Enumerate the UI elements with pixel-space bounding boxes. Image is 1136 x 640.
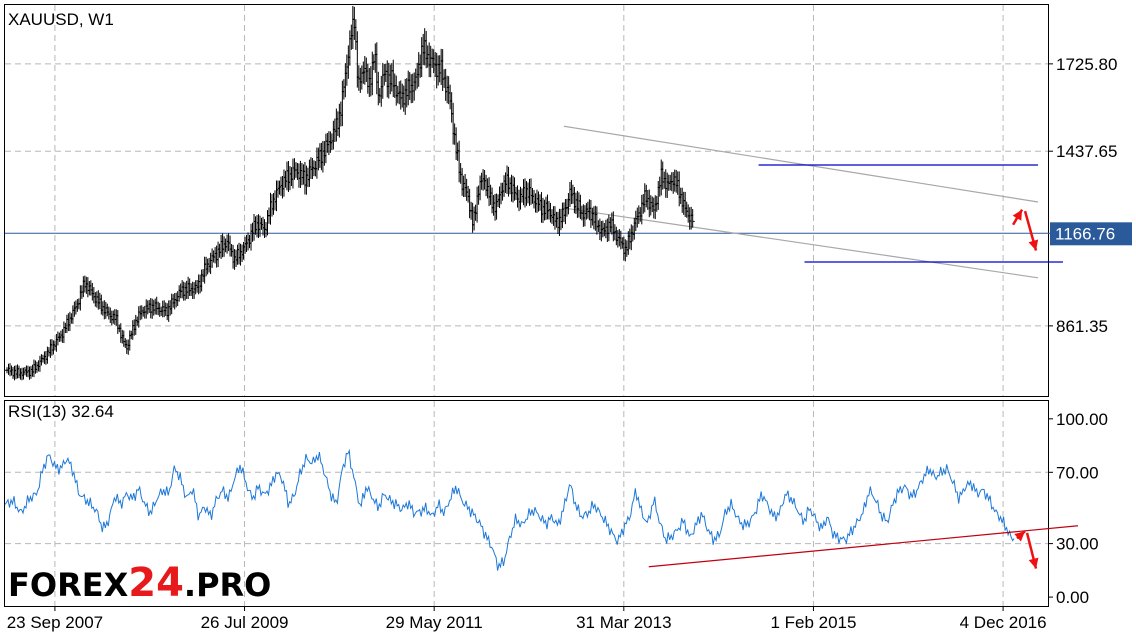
rsi-tick-label: 100.00 [1056,410,1108,429]
grid-lines [5,5,1048,606]
price-forecast-arrow-head [1028,239,1039,251]
price-tick-label: 1725.80 [1056,55,1117,74]
rsi-tick-label: 0.00 [1056,588,1089,607]
x-tick-label: 4 Dec 2016 [960,613,1047,632]
upper-channel-line [563,125,1039,203]
watermark-part2: 24 [128,560,184,606]
watermark-part3: .PRO [184,566,271,604]
x-tick-label: 29 May 2011 [386,613,483,632]
forecast-arrows [1011,208,1039,569]
x-tick-label: 23 Sep 2007 [7,613,103,632]
channel-lines [5,125,1063,279]
lower-channel-line [563,207,1039,279]
rsi-panel-frame [4,400,1049,607]
current-price-label: 1166.76 [1055,224,1115,243]
x-tick-label: 31 Mar 2013 [576,613,671,632]
forex24-watermark: FOREX24.PRO [8,560,271,606]
price-forecast-arrow-head [1012,209,1023,221]
price-chart-title: XAUUSD, W1 [8,10,114,29]
x-tick-label: 1 Feb 2015 [770,613,856,632]
rsi-forecast-arrow-head [1028,557,1039,569]
rsi-tick-label: 70.00 [1056,463,1099,482]
axis-labels: 23 Sep 2007 26 Jul 2009 29 May 2011 31 Mar … [7,55,1118,632]
current-price-tag [1050,222,1132,246]
price-tick-label: 861.35 [1056,317,1108,336]
rsi-trend-line [648,525,1078,568]
rsi-indicator-title: RSI(13) 32.64 [8,402,114,421]
rsi-forecast-arrow-head [1014,531,1026,542]
watermark-part1: FOREX [8,566,129,604]
price-panel-frame [4,4,1049,397]
price-bars [5,5,695,381]
rsi-tick-label: 30.00 [1056,535,1099,554]
rsi-line [4,448,1015,571]
price-tick-label: 1437.65 [1056,142,1117,161]
x-tick-label: 26 Jul 2009 [201,613,289,632]
rsi-series [4,448,1078,571]
